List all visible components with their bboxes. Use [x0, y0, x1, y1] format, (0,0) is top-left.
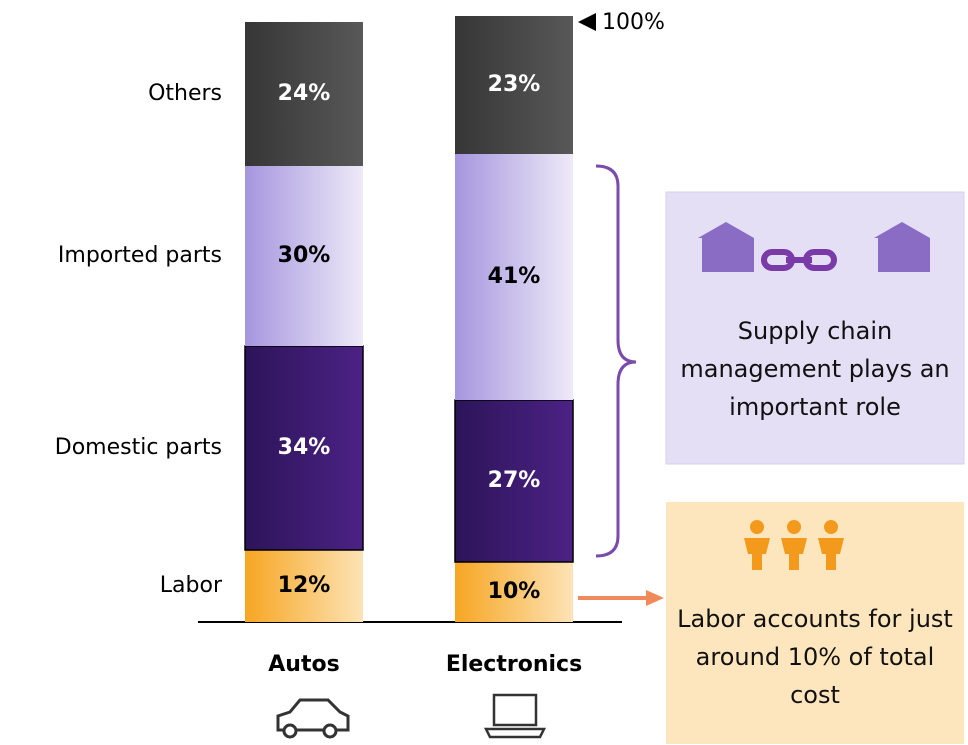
labor-note: Labor accounts for just around 10% of to…: [677, 605, 953, 709]
bar-segment: [455, 154, 573, 400]
value-label: 23%: [488, 72, 541, 97]
legend-label: Imported parts: [58, 243, 222, 268]
legend-label: Others: [148, 81, 222, 106]
x-tick-label: Electronics: [446, 652, 582, 677]
brace: [595, 164, 637, 558]
laptop-icon: [483, 693, 547, 739]
car-icon: [276, 698, 350, 739]
x-tick-label: Autos: [268, 652, 339, 677]
bar-segment: [244, 345, 364, 551]
value-label: 30%: [278, 243, 331, 268]
value-label: 10%: [488, 579, 541, 604]
arrow-head: [646, 590, 664, 606]
labor-box: [666, 502, 964, 744]
note-text: Labor accounts for just around 10% of to…: [677, 605, 953, 709]
value-label: 27%: [488, 468, 541, 493]
warehouse-icons: [698, 222, 930, 272]
value-label: 34%: [278, 435, 331, 460]
bar-segment: [245, 22, 363, 166]
value-label: 12%: [278, 573, 331, 598]
note-text: Supply chain management plays an importa…: [680, 317, 950, 421]
value-label: 24%: [278, 81, 331, 106]
bar-segment: [455, 16, 573, 154]
bar-segment: [245, 550, 363, 622]
legend-label: Labor: [160, 573, 223, 598]
legend-label: Domestic parts: [55, 435, 222, 460]
value-label: 41%: [488, 264, 541, 289]
y-tick-label: 100%: [602, 10, 665, 35]
people-icon: [744, 520, 844, 570]
supply-chain-note: Supply chain management plays an importa…: [680, 317, 950, 421]
bar-segment: [455, 562, 573, 622]
bar-segment: [245, 166, 363, 346]
tick-marker: [578, 13, 596, 31]
